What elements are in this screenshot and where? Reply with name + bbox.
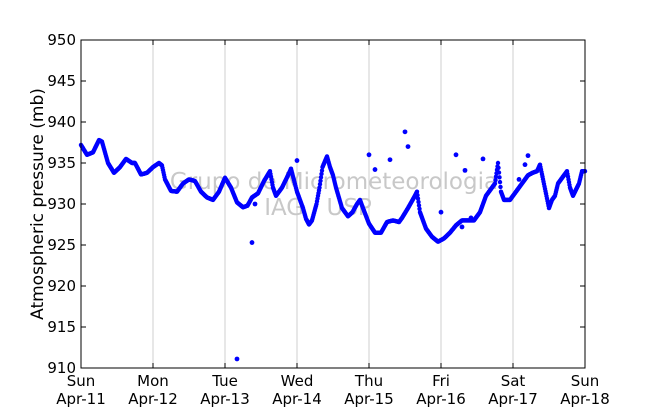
y-tick-labels: 910 915 920 925 930 935 940 945 950: [47, 31, 76, 377]
data-point: [497, 175, 502, 180]
outlier-point: [294, 158, 300, 163]
y-axis-label: Atmospheric pressure (mb): [28, 88, 48, 320]
x-tick-labels: SunApr-11MonApr-12TueApr-13WedApr-14ThuA…: [56, 372, 610, 408]
x-tick-day-label: Sat: [501, 372, 526, 390]
outlier-point: [402, 129, 408, 135]
y-tick-label: 925: [47, 236, 76, 254]
data-point: [496, 170, 502, 175]
outlier-point: [249, 240, 255, 245]
outlier-point: [438, 209, 444, 215]
x-tick-day-label: Thu: [354, 372, 383, 390]
x-tick-date-label: Apr-12: [128, 390, 178, 408]
data-point: [415, 192, 420, 198]
data-point: [417, 206, 422, 211]
ticks-layer: [80, 39, 586, 369]
x-tick-date-label: Apr-11: [56, 390, 106, 408]
data-point: [319, 171, 324, 177]
data-point: [317, 185, 322, 190]
data-point: [493, 174, 499, 179]
x-tick-day-label: Fri: [432, 372, 450, 390]
y-tick-label: 915: [47, 318, 76, 336]
data-point: [415, 196, 421, 201]
data-point: [414, 189, 420, 194]
y-tick-label: 940: [47, 113, 76, 131]
x-tick-date-label: Apr-17: [488, 390, 538, 408]
data-point: [492, 181, 498, 186]
outlier-point: [234, 356, 240, 362]
x-tick-day-label: Sun: [67, 372, 96, 390]
y-tick-label: 935: [47, 154, 76, 172]
x-tick-date-label: Apr-13: [200, 390, 250, 408]
x-tick-date-label: Apr-18: [560, 390, 610, 408]
data-point: [319, 168, 325, 173]
data-point: [318, 178, 323, 183]
outlier-point: [387, 157, 393, 163]
data-point: [497, 179, 503, 185]
data-point: [493, 177, 498, 183]
data-point: [317, 181, 323, 187]
x-tick-day-label: Sun: [571, 372, 600, 390]
data-point: [498, 184, 503, 190]
outlier-point: [453, 152, 459, 158]
x-tick-date-label: Apr-15: [344, 390, 394, 408]
outlier-point: [525, 153, 531, 159]
outlier-point: [468, 215, 474, 221]
y-tick-label: 950: [47, 31, 76, 49]
y-tick-label: 945: [47, 72, 76, 90]
outlier-point: [459, 224, 465, 230]
outlier-point: [462, 167, 468, 173]
data-point: [495, 160, 501, 166]
outlier-point: [366, 152, 372, 158]
outlier-point: [516, 177, 522, 182]
y-tick-label: 910: [47, 359, 76, 377]
data-point: [416, 199, 421, 205]
data-point: [416, 203, 422, 208]
outlier-point: [252, 201, 258, 207]
y-tick-label: 920: [47, 277, 76, 295]
x-tick-date-label: Apr-14: [272, 390, 322, 408]
outlier-point: [405, 144, 411, 150]
data-point: [496, 165, 501, 170]
data-point: [318, 175, 324, 180]
x-tick-date-label: Apr-16: [416, 390, 466, 408]
x-tick-day-label: Mon: [137, 372, 169, 390]
grid-layer: [152, 40, 514, 368]
outlier-point: [522, 162, 528, 168]
x-tick-day-label: Wed: [281, 372, 314, 390]
outlier-point: [372, 167, 378, 172]
outlier-point: [480, 156, 486, 162]
points-layer: [78, 129, 588, 362]
x-tick-day-label: Tue: [211, 372, 238, 390]
y-tick-label: 930: [47, 195, 76, 213]
